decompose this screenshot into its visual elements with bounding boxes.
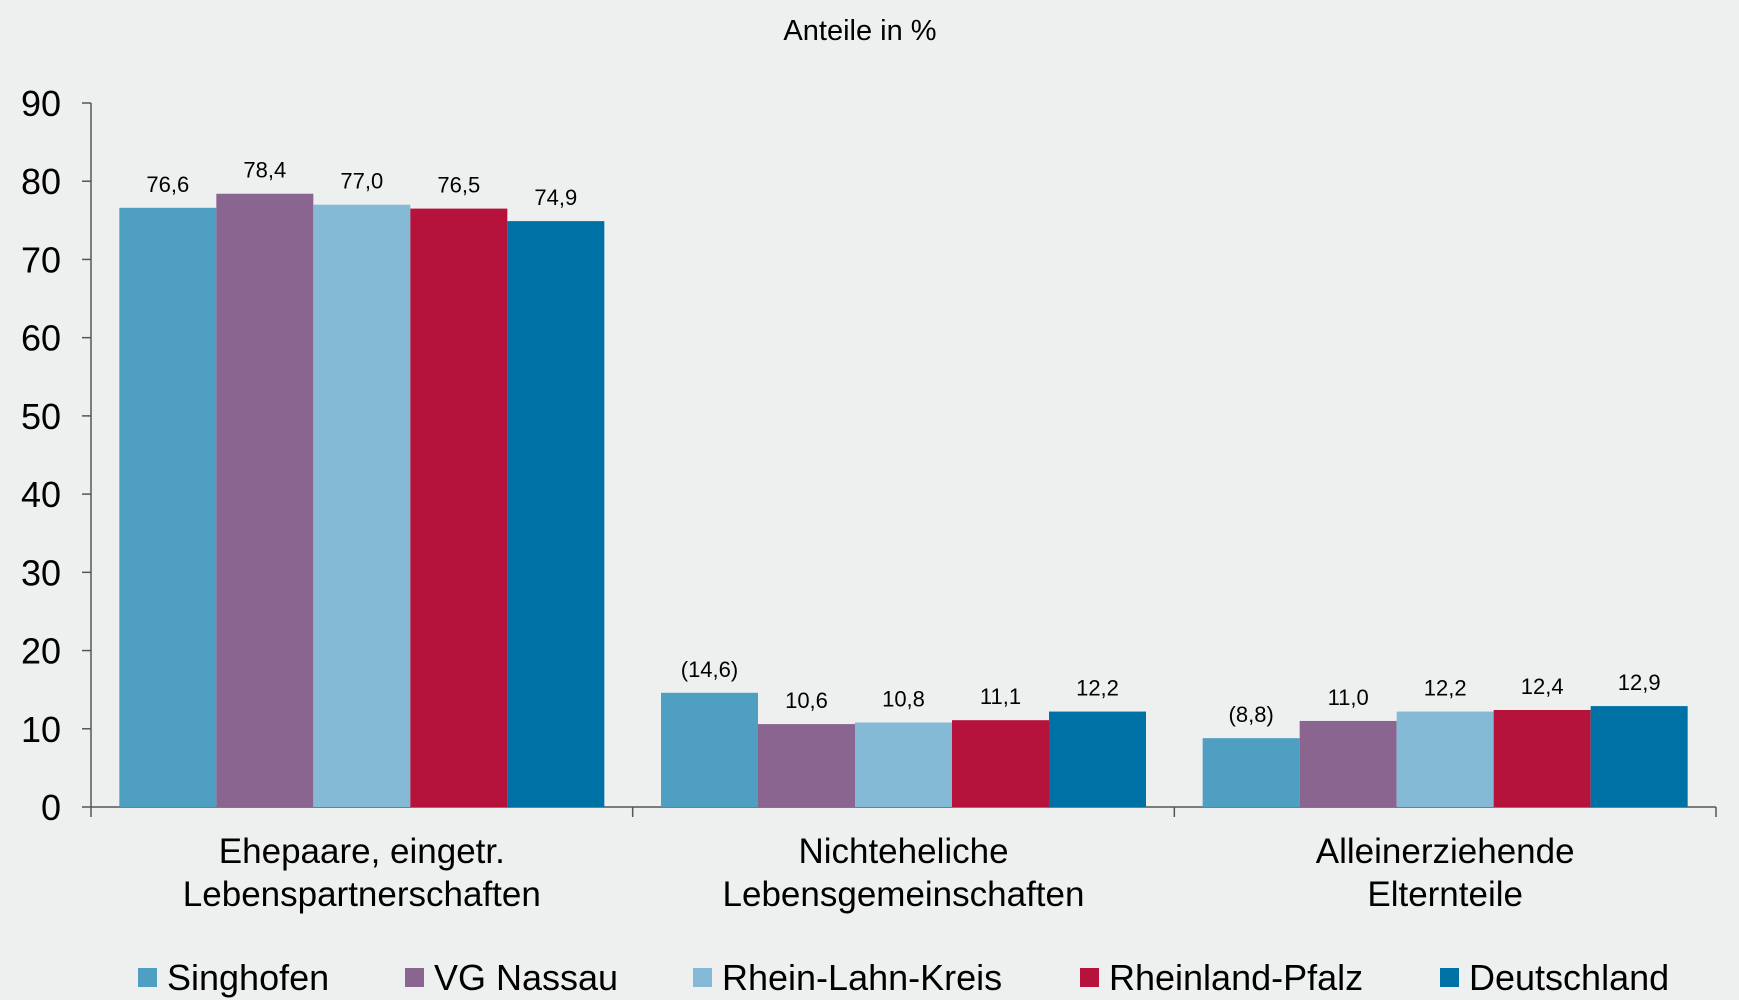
bar-rhein-lahn-kreis-1 xyxy=(855,722,952,807)
category-label: Alleinerziehende Elternteile xyxy=(1316,832,1575,914)
data-label: (14,6) xyxy=(681,657,738,682)
y-tick-label: 20 xyxy=(21,631,61,672)
y-tick-label: 60 xyxy=(21,318,61,359)
y-tick-label: 70 xyxy=(21,239,61,280)
y-tick-label: 80 xyxy=(21,161,61,202)
category-label-line: Nichteheliche xyxy=(798,832,1008,871)
y-tick-label: 30 xyxy=(21,552,61,593)
category-labels-group: Ehepaare, eingetr. Lebenspartnerschaften N… xyxy=(183,832,1575,914)
legend-swatch xyxy=(1440,968,1459,987)
y-tick-label: 90 xyxy=(21,83,61,124)
y-tick-label: 40 xyxy=(21,474,61,515)
data-label: 76,5 xyxy=(437,173,480,198)
data-label: 12,2 xyxy=(1424,676,1467,701)
bar-rheinland-pfalz-2 xyxy=(1493,710,1591,807)
legend-swatch xyxy=(138,968,157,987)
legend-swatch xyxy=(405,968,424,987)
y-tick-label: 10 xyxy=(21,709,61,750)
legend-swatch xyxy=(1080,968,1099,987)
data-label: 76,6 xyxy=(146,172,189,197)
bar-rheinland-pfalz-1 xyxy=(952,720,1049,807)
bar-singhofen-0 xyxy=(119,207,217,808)
bar-vg-nassau-2 xyxy=(1299,720,1397,807)
data-label: 12,2 xyxy=(1076,676,1119,701)
category-label: Nichteheliche Lebensgemeinschaften xyxy=(723,832,1085,914)
category-label-line: Alleinerziehende xyxy=(1316,832,1575,871)
bar-deutschland-1 xyxy=(1049,711,1146,807)
data-label: 10,6 xyxy=(785,688,828,713)
y-tick-label: 0 xyxy=(41,787,61,828)
bar-rheinland-pfalz-0 xyxy=(410,208,508,808)
legend-label: VG Nassau xyxy=(434,957,618,998)
data-label: 11,0 xyxy=(1328,685,1369,710)
legend-label: Singhofen xyxy=(167,957,329,998)
chart-title: Anteile in % xyxy=(783,15,936,47)
data-label: 74,9 xyxy=(534,185,577,210)
legend-label: Rhein-Lahn-Kreis xyxy=(722,957,1002,998)
bar-singhofen-1 xyxy=(661,692,758,807)
data-label: 10,8 xyxy=(882,687,925,712)
data-label: 12,4 xyxy=(1521,674,1564,699)
category-label: Ehepaare, eingetr. Lebenspartnerschaften xyxy=(183,832,541,914)
data-label: 11,1 xyxy=(980,684,1021,709)
category-label-line: Ehepaare, eingetr. xyxy=(219,832,505,871)
legend: Singhofen VG Nassau Rhein-Lahn-Kreis Rheinl… xyxy=(138,957,1669,998)
data-label: (8,8) xyxy=(1229,702,1274,727)
legend-label: Deutschland xyxy=(1469,957,1669,998)
data-label: 77,0 xyxy=(340,169,383,194)
legend-swatch xyxy=(693,968,712,987)
bar-singhofen-2 xyxy=(1202,738,1300,807)
y-tick-label: 50 xyxy=(21,396,61,437)
category-label-line: Lebensgemeinschaften xyxy=(723,875,1085,914)
x-axis xyxy=(90,806,1717,817)
data-label: 78,4 xyxy=(243,158,286,183)
bar-vg-nassau-1 xyxy=(758,724,855,807)
bars-group xyxy=(119,193,1688,808)
bar-rhein-lahn-kreis-2 xyxy=(1396,711,1494,807)
category-label-line: Lebenspartnerschaften xyxy=(183,875,541,914)
category-label-line: Elternteile xyxy=(1367,875,1523,914)
data-label: 12,9 xyxy=(1618,670,1661,695)
bar-deutschland-0 xyxy=(507,221,605,808)
legend-label: Rheinland-Pfalz xyxy=(1109,957,1363,998)
data-labels-group: 76,6 78,4 77,0 76,5 74,9 (14,6) 10,6 10,8 11,1 12… xyxy=(146,158,1660,727)
bar-rhein-lahn-kreis-0 xyxy=(313,204,411,807)
y-axis: 0 10 20 30 40 50 60 70 80 90 xyxy=(21,83,92,828)
bar-vg-nassau-0 xyxy=(216,193,314,807)
bar-deutschland-2 xyxy=(1590,706,1688,807)
